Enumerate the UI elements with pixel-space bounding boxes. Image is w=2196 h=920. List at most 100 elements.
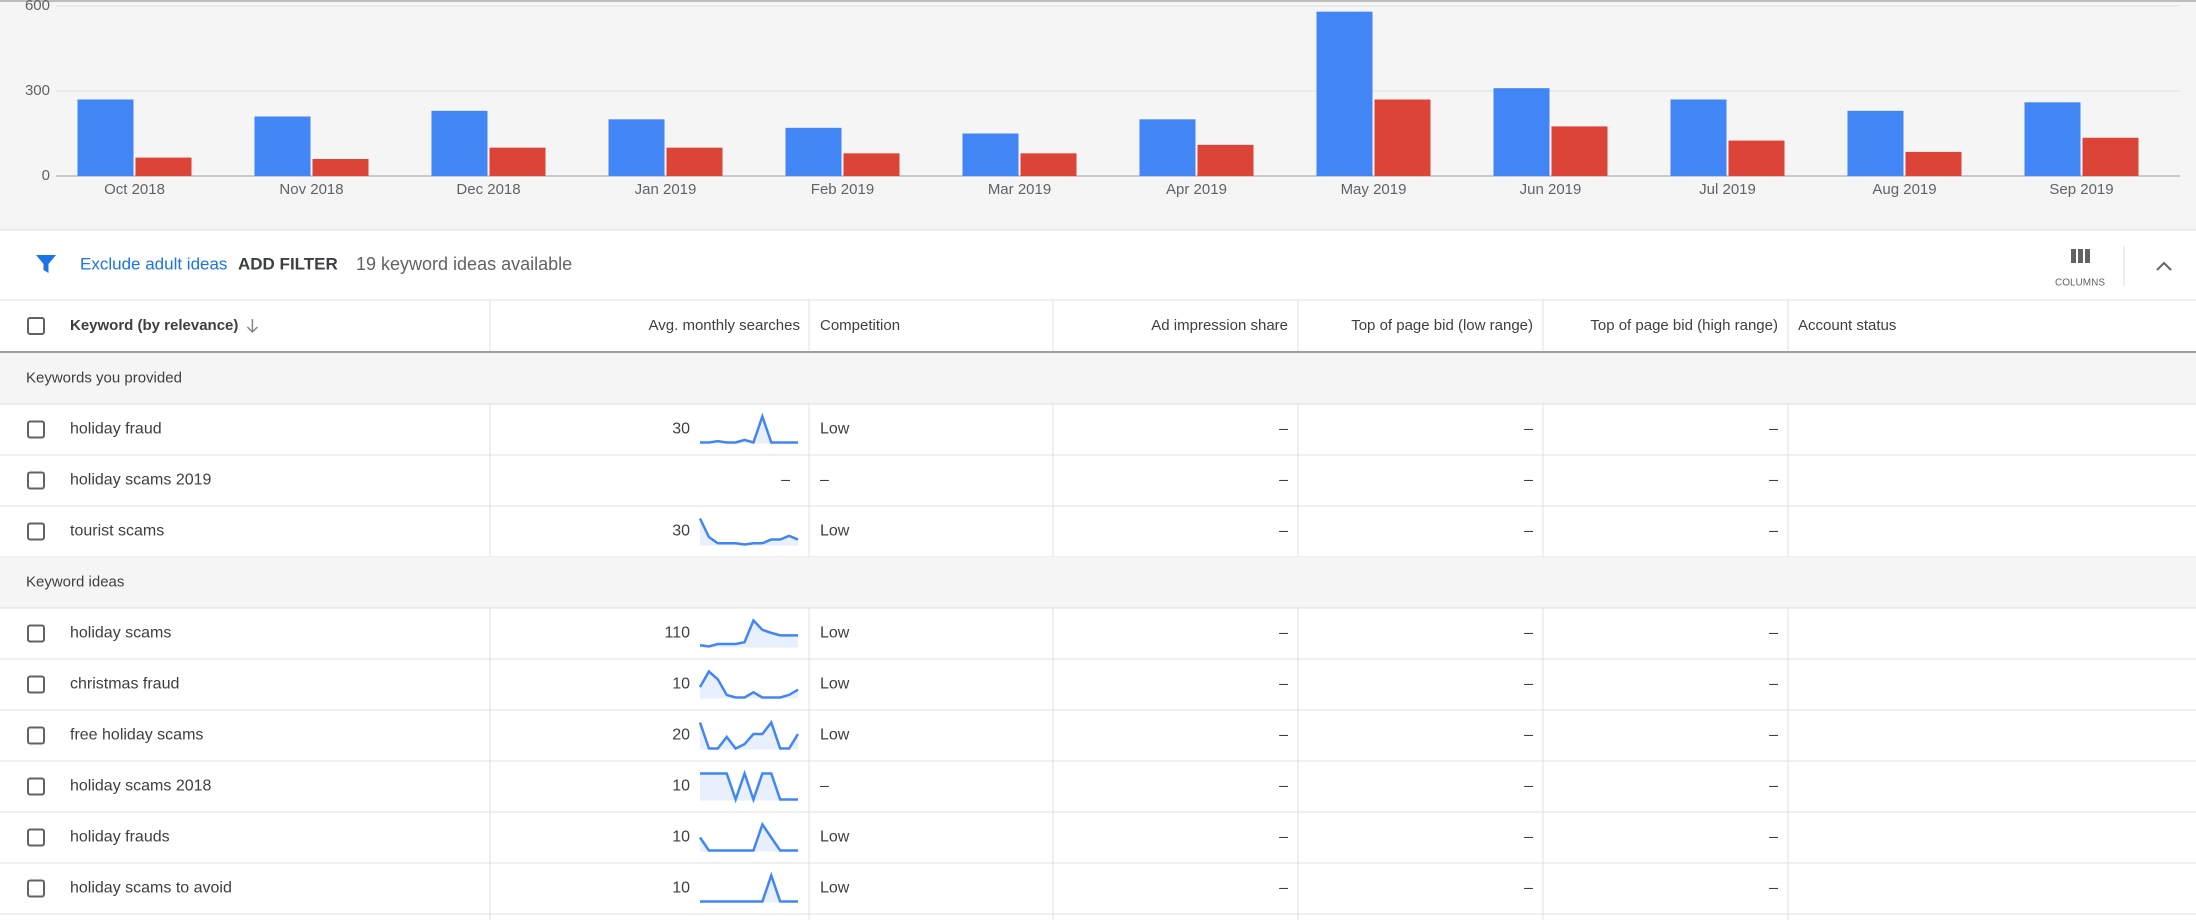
competition: – — [820, 472, 829, 489]
checkbox[interactable] — [27, 828, 45, 847]
exclude-adult-link[interactable]: Exclude adult ideas — [80, 254, 227, 273]
ad-share: – — [1279, 421, 1288, 438]
avg-monthly-searches: – — [781, 472, 790, 489]
filter-icon[interactable] — [36, 255, 56, 273]
ad-share: – — [1279, 778, 1288, 795]
competition: Low — [820, 829, 850, 846]
bid-high: – — [1769, 727, 1778, 744]
competition: Low — [820, 625, 850, 642]
x-tick-label: Nov 2018 — [279, 181, 343, 198]
x-tick-label: Sep 2019 — [2049, 181, 2113, 198]
column-header[interactable]: Top of page bid (low range) — [1351, 317, 1533, 334]
bid-low: – — [1524, 676, 1533, 693]
bar — [1847, 110, 1904, 176]
chart-background — [0, 0, 2196, 230]
sort-arrow[interactable] — [246, 319, 258, 334]
column-header[interactable]: Competition — [820, 317, 900, 334]
avg-monthly-searches: 20 — [672, 727, 690, 744]
group-title: Keywords you provided — [26, 369, 182, 386]
bar — [1670, 99, 1727, 176]
competition: Low — [820, 727, 850, 744]
bar — [1551, 126, 1608, 176]
bar — [1316, 11, 1373, 176]
checkbox[interactable] — [27, 471, 45, 490]
keyword: holiday scams 2019 — [70, 472, 212, 489]
checkbox[interactable] — [27, 522, 45, 541]
checkbox[interactable] — [27, 726, 45, 745]
columns-button[interactable]: COLUMNS — [2055, 249, 2105, 289]
column-header[interactable]: Top of page bid (high range) — [1590, 317, 1778, 334]
avg-monthly-searches: 30 — [672, 523, 690, 540]
column-header[interactable]: Keyword (by relevance) — [70, 317, 238, 334]
collapse-chevron[interactable] — [2156, 261, 2172, 271]
group-title: Keyword ideas — [26, 573, 124, 590]
x-tick-label: Oct 2018 — [104, 181, 165, 198]
group-row — [0, 353, 2196, 404]
keyword: tourist scams — [70, 523, 164, 540]
trend-sparkline — [698, 669, 799, 699]
ad-share: – — [1279, 472, 1288, 489]
trend-area — [700, 722, 798, 750]
x-tick-label: Jan 2019 — [635, 181, 697, 198]
column-header[interactable]: Avg. monthly searches — [649, 317, 800, 334]
chart: 0 300 600 Oct 2018 Nov 2018 Dec 2018 Jan 2019 F… — [25, 0, 2180, 198]
add-filter-button[interactable]: ADD FILTER — [238, 254, 338, 273]
trend-area — [700, 518, 798, 546]
avg-monthly-searches: 30 — [672, 421, 690, 438]
trend-area — [700, 824, 798, 852]
bid-high: – — [1769, 829, 1778, 846]
x-tick-label: Jul 2019 — [1699, 181, 1756, 198]
x-tick-label: Dec 2018 — [456, 181, 520, 198]
bar — [135, 157, 192, 176]
trend-sparkline — [698, 517, 799, 546]
keyword: holiday frauds — [70, 829, 170, 846]
bar — [962, 133, 1019, 176]
bar — [666, 147, 723, 176]
y-tick-label: 300 — [25, 82, 50, 99]
checkbox[interactable] — [27, 777, 45, 796]
ad-share: – — [1279, 829, 1288, 846]
bar — [1139, 119, 1196, 176]
toolbar: Exclude adult ideas ADD FILTER 19 keywor… — [36, 246, 2172, 289]
keyword: free holiday scams — [70, 727, 203, 744]
checkbox[interactable] — [27, 675, 45, 694]
competition: Low — [820, 421, 850, 438]
group-row — [0, 557, 2196, 608]
avg-monthly-searches: 110 — [664, 625, 690, 642]
competition: – — [820, 778, 829, 795]
bar — [1020, 153, 1077, 176]
competition: Low — [820, 676, 850, 693]
column-header[interactable]: Ad impression share — [1151, 317, 1288, 334]
keyword-count: 19 keyword ideas available — [356, 254, 572, 274]
bar — [608, 119, 665, 176]
bar — [312, 159, 369, 176]
trend-sparkline — [700, 769, 798, 804]
ad-share: – — [1279, 880, 1288, 897]
checkbox[interactable] — [27, 624, 45, 643]
checkbox[interactable] — [27, 420, 45, 439]
bid-high: – — [1769, 778, 1778, 795]
bar — [1728, 140, 1785, 176]
x-tick-label: Jun 2019 — [1520, 181, 1582, 198]
y-tick-label: 600 — [25, 0, 50, 14]
avg-monthly-searches: 10 — [672, 676, 690, 693]
checkbox[interactable] — [27, 879, 45, 898]
column-header[interactable]: Account status — [1798, 317, 1896, 334]
bar — [785, 127, 842, 176]
bar — [254, 116, 311, 176]
trend-sparkline — [698, 821, 798, 852]
keyword: holiday scams 2018 — [70, 778, 212, 795]
competition: Low — [820, 523, 850, 540]
bid-low: – — [1524, 472, 1533, 489]
bar — [2024, 102, 2081, 176]
bar — [843, 153, 900, 176]
bid-high: – — [1769, 625, 1778, 642]
trend-sparkline — [698, 719, 800, 751]
keyword: holiday scams — [70, 625, 171, 642]
x-tick-label: Aug 2019 — [1872, 181, 1936, 198]
bar — [489, 147, 546, 176]
y-tick-label: 0 — [42, 167, 50, 184]
keyword: holiday fraud — [70, 421, 162, 438]
bid-high: – — [1769, 472, 1778, 489]
checkbox[interactable] — [27, 317, 45, 335]
